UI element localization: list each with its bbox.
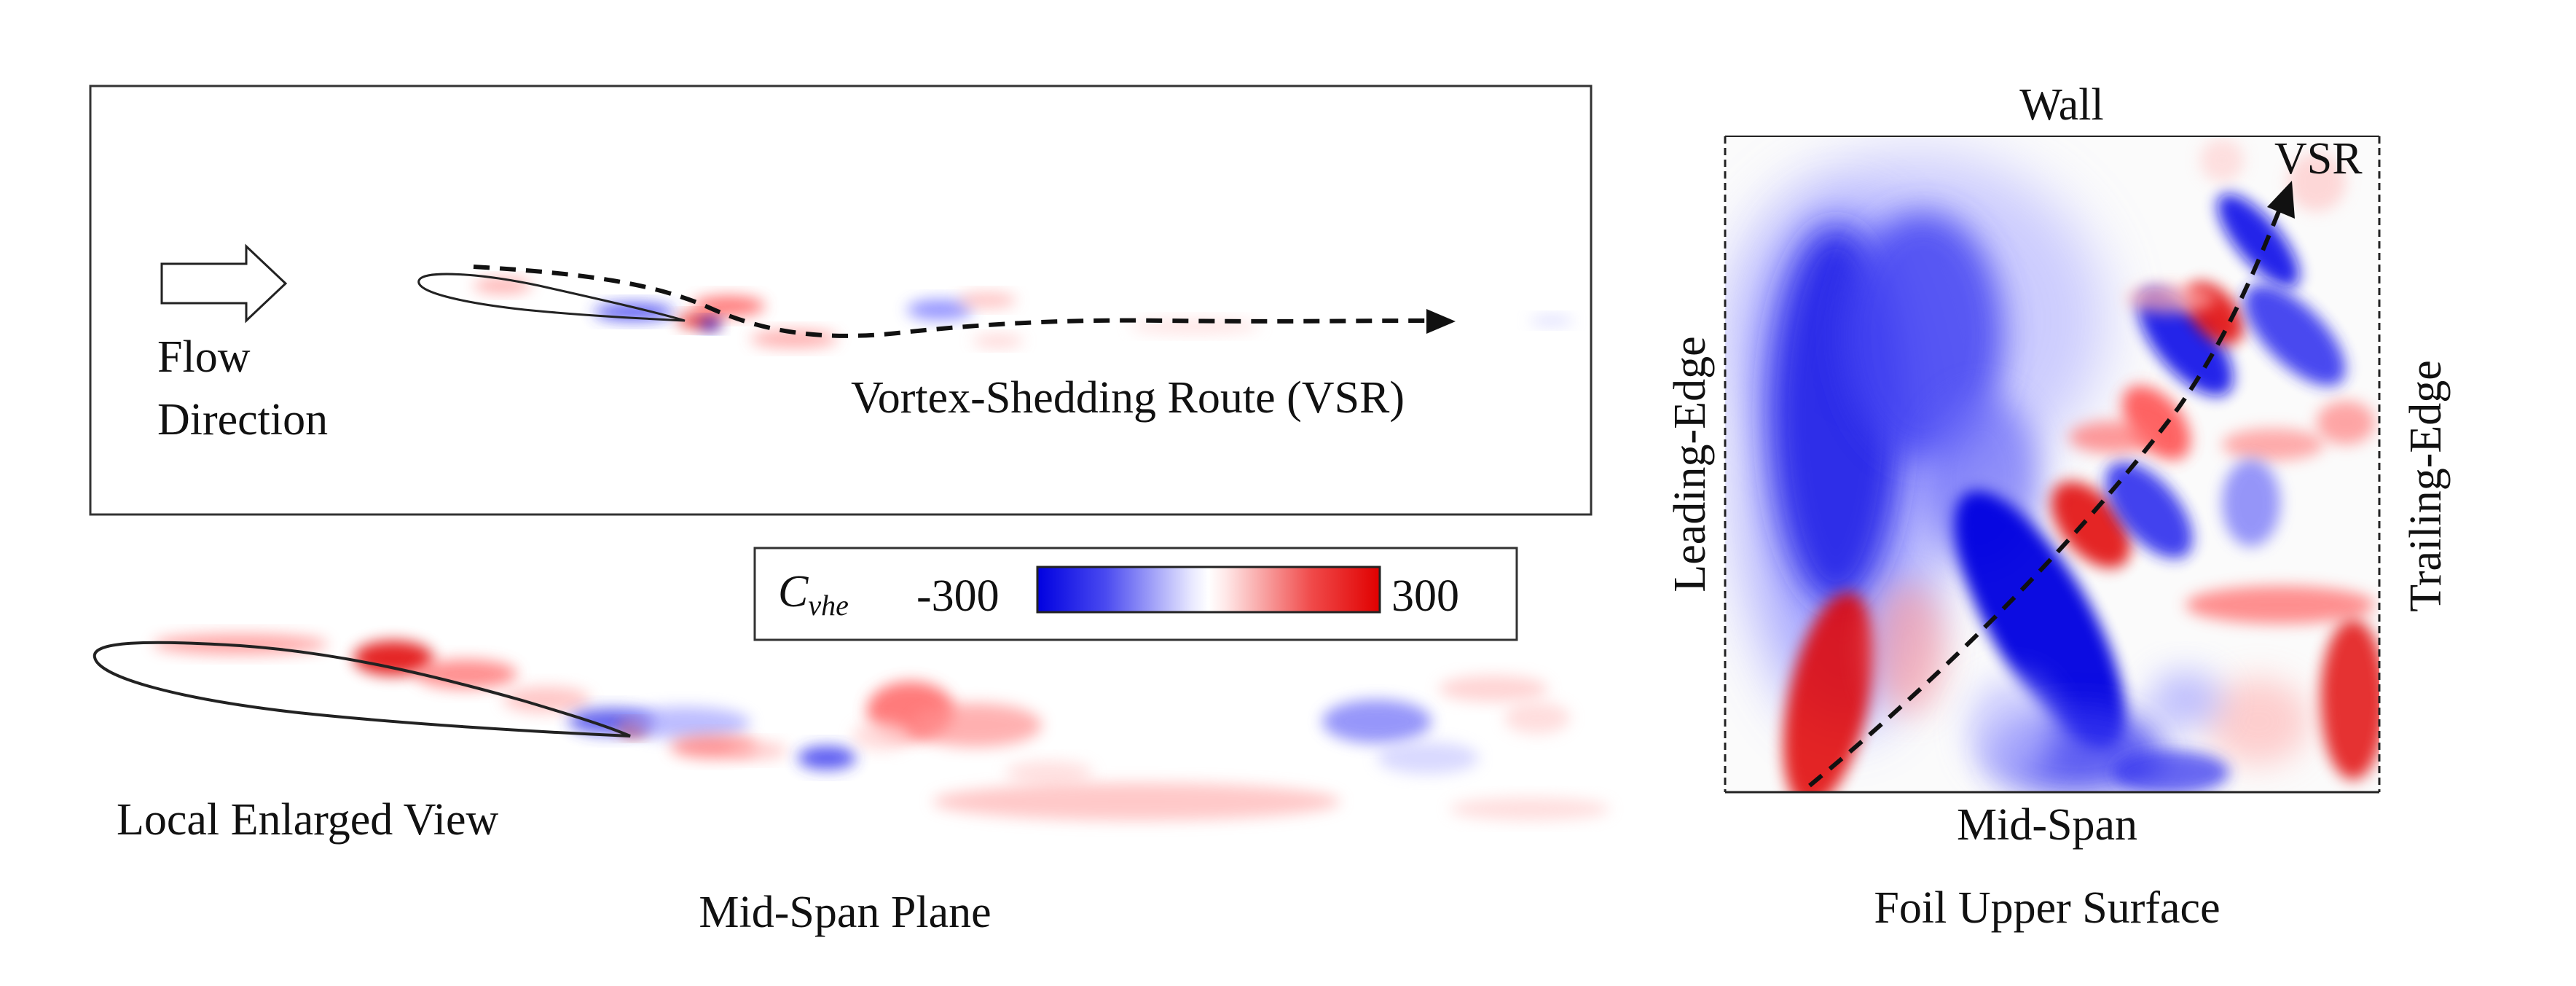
surface-right-label: Trailing-Edge <box>2401 360 2451 612</box>
surface-left-label: Leading-Edge <box>1665 336 1715 592</box>
upper-vortex-field <box>474 278 1574 348</box>
colorbar-gradient <box>1036 566 1381 614</box>
mid-span-caption: Mid-Span Plane <box>699 888 991 937</box>
mid-span-frame <box>89 85 1593 516</box>
colorbar-min-label: -300 <box>916 571 1000 621</box>
vortex-shedding-route-line <box>473 265 1429 338</box>
local-enlarged-view: Local Enlarged View <box>93 634 1610 845</box>
enlarged-vortex-field <box>153 634 1610 821</box>
colorbar-max-label: 300 <box>1391 571 1459 621</box>
surface-vsr-arrowhead-icon <box>2267 181 2295 219</box>
surface-caption: Foil Upper Surface <box>1874 883 2220 933</box>
airfoil-small <box>417 273 686 322</box>
surface-vsr-label: VSR <box>2274 134 2363 184</box>
route-label: Vortex-Shedding Route (VSR) <box>851 373 1405 423</box>
colorbar: Cvhe -300 300 <box>753 547 1518 641</box>
mid-span-plane-panel: Flow Direction Vortex-Shedding Route (VS… <box>89 85 1593 516</box>
flow-label-line1: Flow <box>157 332 251 382</box>
foil-upper-surface-panel: Wall <box>1665 80 2451 933</box>
route-arrowhead-icon <box>1426 309 1456 334</box>
flow-direction-arrow-icon <box>160 243 288 324</box>
flow-label-line2: Direction <box>157 395 328 445</box>
local-view-label: Local Enlarged View <box>117 795 498 845</box>
surface-top-label: Wall <box>2019 80 2104 130</box>
surface-bottom-label: Mid-Span <box>1957 800 2137 850</box>
airfoil-large <box>93 641 631 737</box>
surface-contour-field <box>1725 136 2379 792</box>
colorbar-symbol: Cvhe <box>778 567 849 622</box>
